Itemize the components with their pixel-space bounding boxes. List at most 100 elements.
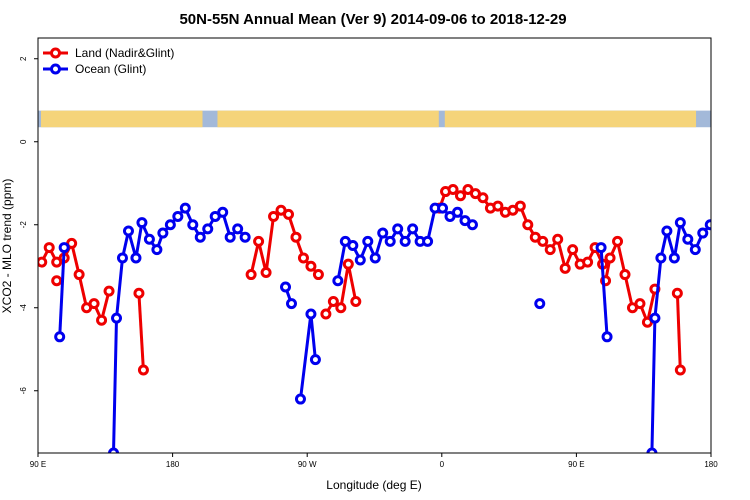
- ocean-line-segment-1: [112, 206, 247, 453]
- ocean-point-4-9: [399, 235, 411, 247]
- land-point-3-2: [260, 266, 272, 278]
- ocean-point-4-4: [362, 235, 374, 247]
- ocean-point-4-12: [422, 235, 434, 247]
- ocean-point-1-4: [130, 252, 142, 264]
- ocean-point-3-0: [294, 393, 306, 405]
- land-point-6-1: [604, 252, 616, 264]
- land-band-1: [40, 110, 203, 128]
- ocean-point-7-4: [668, 252, 680, 264]
- x-tick-label-2: 90 W: [298, 460, 317, 469]
- land-point-2-1: [137, 364, 149, 376]
- land-point-5-11: [514, 200, 526, 212]
- land-point-5-3: [454, 190, 466, 202]
- ocean-point-4-10: [407, 223, 419, 235]
- y-tick-label-4: -6: [19, 387, 28, 395]
- land-point-6-3: [619, 269, 631, 281]
- ocean-point-7-9: [704, 219, 711, 231]
- land-point-4-2: [335, 302, 347, 314]
- ocean-point-4-5: [369, 252, 381, 264]
- ocean-point-3-2: [309, 354, 321, 366]
- x-tick-label-4: 90 E: [568, 460, 584, 469]
- land-band-2: [217, 110, 439, 128]
- land-point-3-8: [305, 260, 317, 272]
- land-point-5-16: [552, 233, 564, 245]
- ocean-point-6-0: [595, 242, 607, 254]
- ocean-point-1-5: [136, 217, 148, 229]
- y-tick-label-3: -4: [19, 304, 28, 312]
- ocean-point-1-12: [187, 219, 199, 231]
- legend-label-ocean: Ocean (Glint): [75, 62, 146, 76]
- ocean-point-7-5: [674, 217, 686, 229]
- ocean-point-1-8: [157, 227, 169, 239]
- ocean-line-segment-7: [650, 221, 711, 453]
- ocean-point-0-1: [58, 242, 70, 254]
- ocean-point-1-11: [179, 202, 191, 214]
- ocean-point-7-2: [655, 252, 667, 264]
- land-point-3-3: [268, 210, 280, 222]
- land-point-3-7: [297, 252, 309, 264]
- x-axis-label: Longitude (deg E): [326, 478, 421, 492]
- land-point-3-1: [253, 235, 265, 247]
- ocean-point-2-0: [280, 281, 292, 293]
- land-point-3-0: [245, 269, 257, 281]
- ocean-point-1-10: [172, 210, 184, 222]
- land-point-5-14: [537, 235, 549, 247]
- ocean-point-4-14: [437, 202, 449, 214]
- x-tick-label-1: 180: [166, 460, 180, 469]
- ocean-point-1-2: [116, 252, 128, 264]
- x-tick-label-5: 180: [704, 460, 718, 469]
- y-axis-label: XCO2 - MLO trend (ppm): [0, 179, 14, 314]
- land-point-5-17: [559, 262, 571, 274]
- ocean-point-1-19: [239, 231, 251, 243]
- ocean-point-4-6: [377, 227, 389, 239]
- series-layer: [38, 183, 711, 453]
- land-point-7-0: [671, 287, 683, 299]
- ocean-point-2-1: [285, 298, 297, 310]
- ocean-point-6-1: [601, 331, 613, 343]
- land-point-6-2: [612, 235, 624, 247]
- land-point-5-15: [544, 244, 556, 256]
- y-axis: 2 0 -2 -4 -6: [19, 56, 38, 394]
- legend-label-land: Land (Nadir&Glint): [75, 46, 174, 60]
- x-tick-label-3: 0: [440, 460, 445, 469]
- ocean-point-4-18: [466, 219, 478, 231]
- land-line-segment-2: [137, 293, 145, 371]
- land-point-4-4: [350, 296, 362, 308]
- chart-title: 50N-55N Annual Mean (Ver 9) 2014-09-06 t…: [179, 11, 566, 28]
- ocean-point-1-0: [108, 447, 120, 453]
- land-point-3-5: [283, 208, 295, 220]
- ocean-point-4-16: [452, 206, 464, 218]
- land-point-4-1: [327, 296, 339, 308]
- land-point-4-0: [320, 308, 332, 320]
- ocean-point-4-3: [354, 254, 366, 266]
- land-point-7-1: [674, 364, 686, 376]
- ocean-point-1-17: [224, 231, 236, 243]
- y-tick-label-0: 2: [19, 56, 28, 61]
- land-point-5-2: [447, 183, 459, 195]
- land-ocean-strip: [38, 110, 711, 128]
- land-point-0-1: [43, 242, 55, 254]
- y-tick-label-1: 0: [19, 139, 28, 144]
- ocean-point-7-1: [649, 312, 661, 324]
- ocean-point-1-14: [202, 223, 214, 235]
- ocean-point-7-8: [697, 227, 709, 239]
- ocean-point-1-9: [164, 219, 176, 231]
- land-point-5-20: [582, 256, 594, 268]
- land-point-4-3: [342, 258, 354, 270]
- ocean-point-7-6: [682, 233, 694, 245]
- ocean-point-7-0: [646, 447, 658, 453]
- legend-marker-ocean: [50, 63, 61, 75]
- ocean-point-4-0: [332, 275, 344, 287]
- ocean-point-7-7: [689, 244, 701, 256]
- ocean-point-4-7: [384, 235, 396, 247]
- ocean-point-1-16: [217, 206, 229, 218]
- ocean-point-1-1: [111, 312, 123, 324]
- x-tick-label-0: 90 E: [30, 460, 46, 469]
- ocean-point-7-3: [661, 225, 673, 237]
- land-line-segment-7: [675, 293, 682, 371]
- land-point-5-6: [477, 192, 489, 204]
- ocean-point-4-2: [347, 240, 359, 251]
- land-point-0-7: [88, 298, 100, 310]
- ocean-point-1-18: [232, 223, 244, 235]
